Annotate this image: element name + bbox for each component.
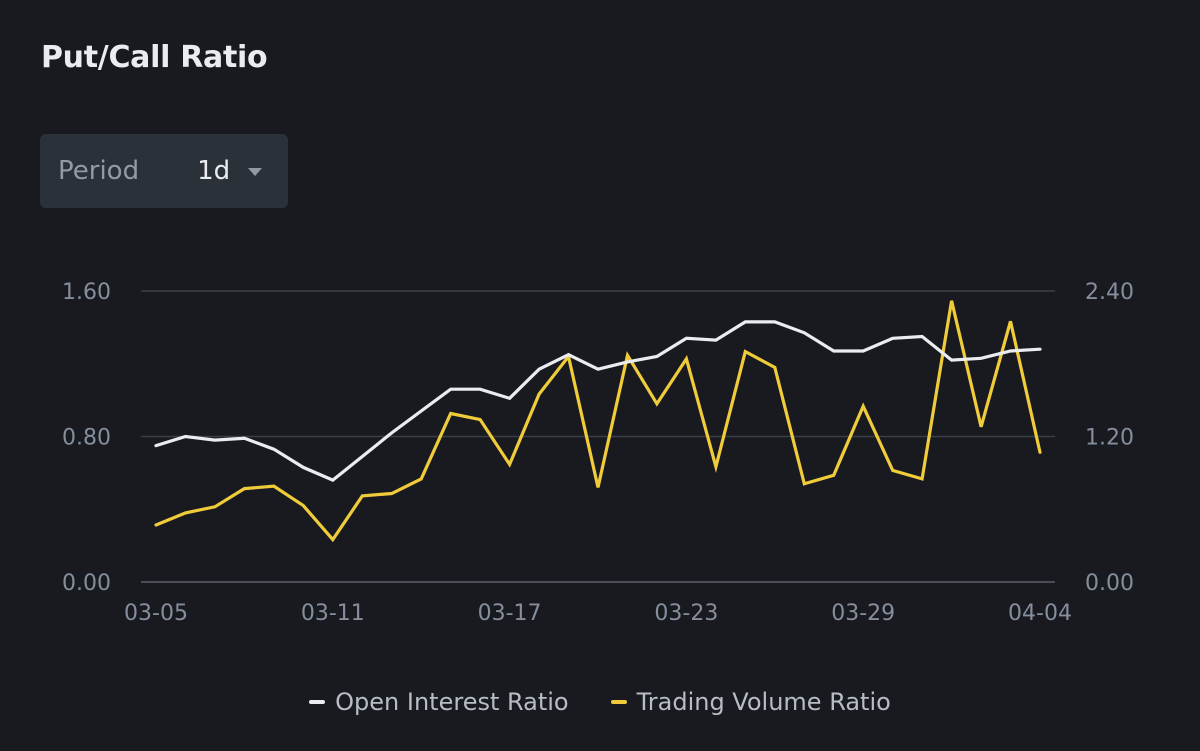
x-axis-tick-label: 03-05: [124, 601, 188, 626]
left-axis-tick-label: 1.60: [62, 280, 111, 305]
series-line-trading-volume: [154, 300, 1042, 543]
period-value: 1d: [197, 156, 231, 186]
page-title: Put/Call Ratio: [41, 40, 268, 75]
caret-down-icon: [248, 168, 263, 176]
x-axis-tick-label: 03-11: [301, 601, 365, 626]
series-line-open-interest: [154, 320, 1042, 482]
left-axis-tick-label: 0.00: [62, 571, 111, 596]
right-axis-tick-label: 0.00: [1085, 571, 1134, 596]
x-axis-tick-label: 03-29: [831, 601, 895, 626]
x-axis-tick-label: 03-17: [478, 601, 542, 626]
left-axis-tick-label: 0.80: [62, 426, 111, 451]
chart-legend: Open Interest Ratio Trading Volume Ratio: [0, 688, 1200, 716]
right-axis-tick-label: 1.20: [1085, 426, 1134, 451]
legend-label-open-interest: Open Interest Ratio: [335, 688, 569, 716]
x-axis-tick-label: 03-23: [654, 601, 718, 626]
legend-swatch-open-interest: [309, 700, 326, 704]
x-axis-tick-label: 04-04: [1008, 601, 1072, 626]
right-axis-tick-label: 2.40: [1085, 280, 1134, 305]
legend-label-trading-volume: Trading Volume Ratio: [636, 688, 891, 716]
legend-item-trading-volume[interactable]: Trading Volume Ratio: [610, 688, 891, 716]
period-dropdown[interactable]: Period 1d: [40, 134, 288, 208]
legend-swatch-trading-volume: [610, 700, 627, 704]
legend-item-open-interest[interactable]: Open Interest Ratio: [309, 688, 569, 716]
period-label: Period: [58, 156, 140, 186]
